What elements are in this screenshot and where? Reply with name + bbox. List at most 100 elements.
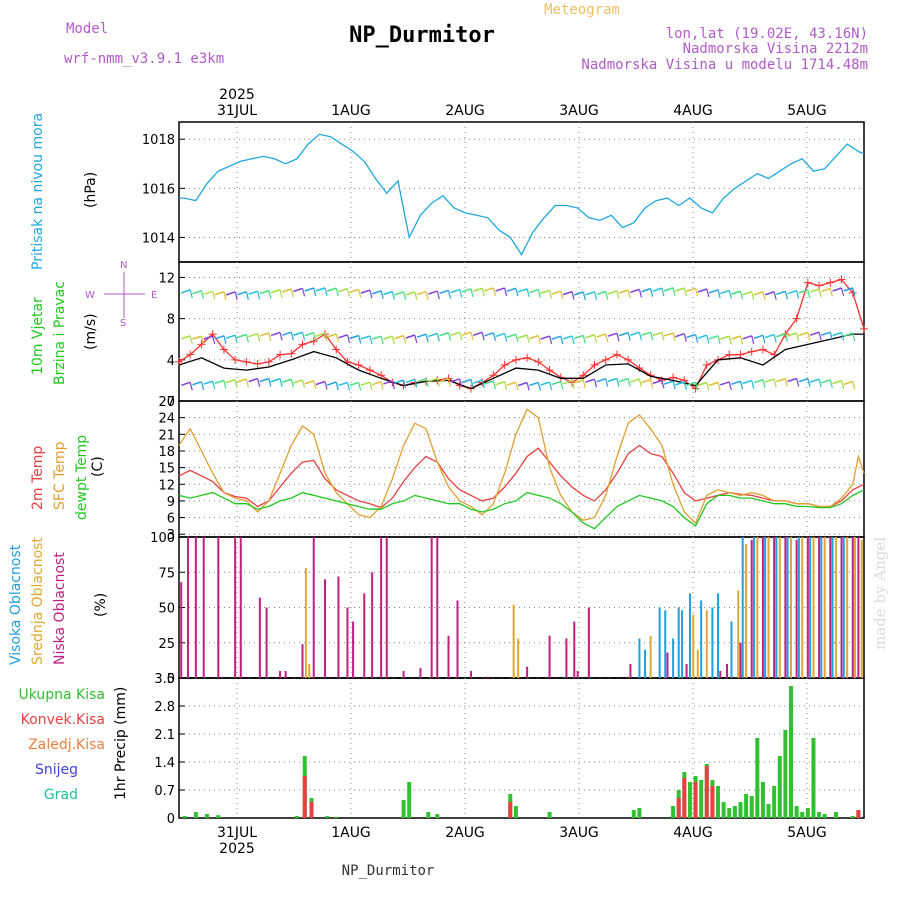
wind-barb-flag [571, 380, 575, 389]
wind-barb [248, 377, 258, 383]
cloud-bar [764, 537, 767, 678]
cloud-bar [284, 670, 287, 678]
wind-barb [630, 378, 640, 383]
wind-barb-flag [627, 289, 631, 299]
wind-barb-flag [447, 332, 452, 341]
y-tick-label: 3 [167, 528, 175, 543]
y-tick-label: 0 [167, 812, 175, 827]
wind-speed-marker [747, 347, 756, 356]
cloud-bar [430, 537, 433, 678]
cloud-bar [308, 663, 311, 678]
lonlat-label: lon,lat (19.02E, 43.16N) [666, 26, 868, 42]
wind-barb-flag [683, 333, 687, 342]
wind-barb-flag [369, 289, 373, 299]
wind-barb [416, 378, 427, 383]
wind-barb [181, 381, 191, 387]
wind-barb [338, 381, 348, 387]
wind-barb [293, 379, 303, 384]
precip-bar [508, 802, 513, 818]
wind-barb [360, 335, 371, 340]
wind-barb-flag [593, 334, 598, 343]
y-tick-label: 2.1 [154, 728, 175, 743]
cloud-bar [860, 539, 863, 678]
hail-legend: Grad [44, 787, 78, 803]
wind-barb-flag [840, 287, 845, 297]
wind-barb-flag [200, 290, 205, 299]
cloud-bar [573, 621, 576, 678]
precip-bar [699, 780, 704, 818]
wind-barb-flag [672, 332, 676, 342]
precip-bar [766, 804, 771, 818]
wind-barb [832, 331, 842, 337]
cloud-bar [279, 670, 282, 678]
cloud-bar [672, 638, 675, 678]
wind-barb-flag [200, 381, 205, 390]
wind-barb-flag [852, 381, 856, 390]
cloud-bar [717, 593, 720, 678]
wind-barb [607, 290, 618, 295]
cloud-bar [767, 537, 770, 678]
wind-barb [495, 287, 505, 292]
wind-barb-flag [324, 381, 328, 390]
precip-bar [710, 786, 715, 818]
cloud-bar [784, 537, 787, 678]
wind-barb [641, 331, 651, 336]
wind-barb [192, 289, 202, 295]
wind-barb [495, 332, 505, 338]
bottom-date-1aug: 1AUG [331, 825, 371, 841]
precip-bar [755, 738, 760, 818]
wind-barb-flag [481, 288, 485, 297]
wind-barb-flag [526, 288, 530, 297]
wind-barb-flag [706, 288, 710, 298]
wind-barb-flag [829, 288, 833, 297]
wind-barb [776, 333, 786, 338]
wind-barb-flag [436, 378, 440, 387]
wind-speed-marker [826, 278, 835, 287]
cloud-bar [778, 537, 781, 678]
cloud-bar [756, 537, 759, 678]
wind-barb-flag [301, 288, 306, 297]
model-name: wrf-nmm_v3.9.1 e3km [64, 51, 224, 67]
wind-barb [304, 331, 315, 337]
wind-barb [630, 288, 640, 294]
wind-barb-flag [459, 289, 463, 298]
cloud-bar [323, 579, 326, 678]
cloud-bar [576, 670, 579, 678]
cloud-bar [801, 537, 804, 678]
wind-barb [304, 380, 315, 385]
wind-barb-flag [391, 335, 395, 345]
y-tick-label: 0.7 [154, 784, 175, 799]
precip-bar [182, 816, 187, 818]
wind-barb-flag [807, 332, 811, 341]
wind-barb-flag [189, 289, 193, 299]
wind-barb-flag [840, 332, 845, 341]
precip-bar [783, 730, 788, 818]
wind-barb [506, 287, 517, 292]
wind-barb [809, 288, 820, 293]
wind-barb-flag [852, 287, 856, 297]
wind-barb [214, 291, 225, 296]
wind-barb-flag [537, 335, 541, 344]
wind-barb [764, 291, 775, 296]
wind-barb-flag [459, 332, 463, 341]
wind-speed-marker [624, 355, 633, 364]
y-tick-label: 1018 [142, 133, 175, 148]
wind-barb-flag [313, 332, 317, 341]
wind-barb [731, 380, 741, 385]
wind-barb [832, 287, 842, 292]
temp-unit: (C) [90, 456, 106, 477]
cloud-bar [829, 537, 832, 678]
wind-barb-flag [627, 378, 631, 387]
cloud-bar [629, 663, 632, 678]
wind-speed-marker [815, 281, 824, 290]
wind-barb-flag [200, 335, 205, 345]
chart-title: NP_Durmitor [349, 23, 495, 48]
wind-barb [315, 287, 326, 292]
wind-barb-flag [526, 334, 530, 344]
wind-barb-flag [694, 288, 699, 297]
wind-barb-flag [414, 379, 418, 388]
wind-barb-flag [773, 334, 777, 343]
wind-barb [787, 289, 797, 295]
wind-barb-flag [807, 378, 811, 387]
cloud-bar [831, 537, 834, 678]
